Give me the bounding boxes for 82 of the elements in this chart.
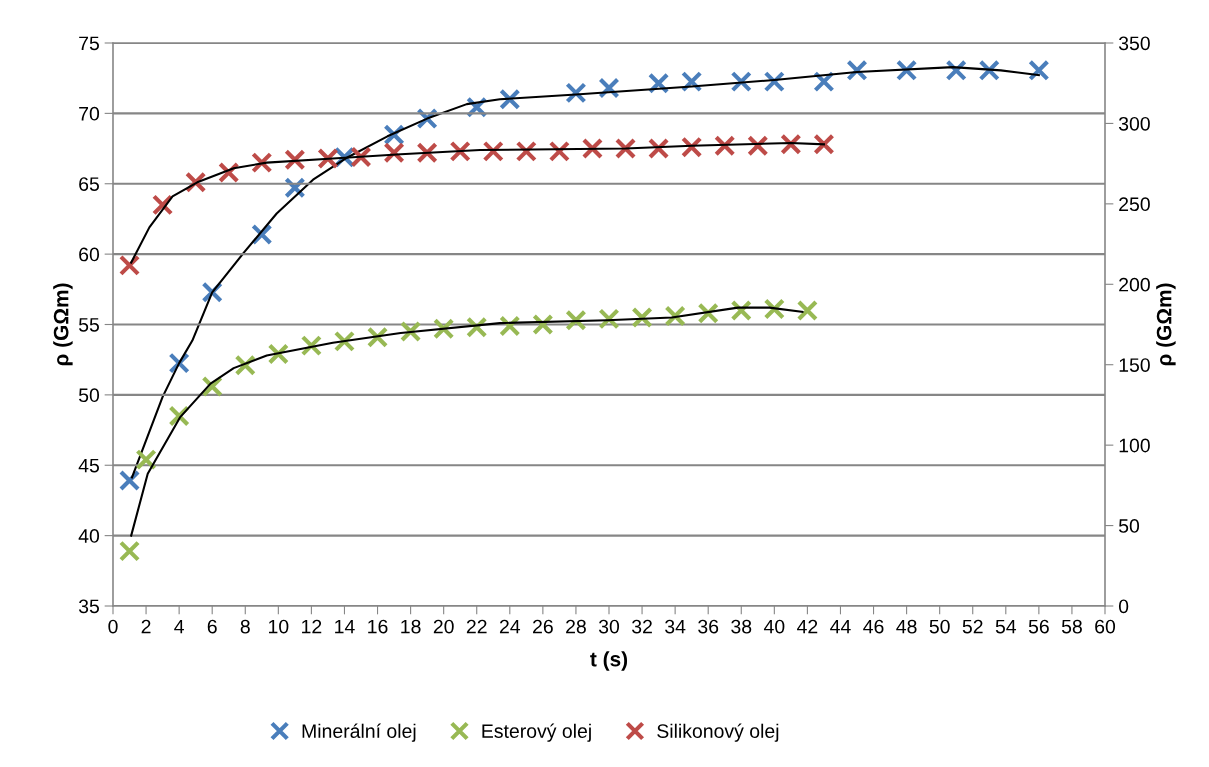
x-tick-label: 60: [1095, 619, 1116, 634]
point: [747, 135, 769, 157]
y2-tick-label: 150: [1119, 358, 1150, 372]
x-tick-label: 26: [533, 619, 553, 634]
y2-tick-label: 350: [1118, 36, 1150, 51]
y-tick-label: 70: [79, 106, 100, 121]
x-tick-label: 52: [962, 619, 983, 634]
x-tick-label: 0: [108, 619, 118, 634]
point: [565, 309, 587, 331]
x-tick-label: 46: [863, 619, 884, 634]
x-tick-label: 34: [665, 619, 686, 634]
line-series: [130, 306, 804, 537]
point: [168, 405, 190, 427]
x-tick-label: 32: [632, 619, 652, 634]
x-tick-label: 24: [499, 619, 521, 634]
y2-tick-label: 100: [1119, 438, 1150, 453]
y-tick-label: 45: [78, 458, 99, 473]
point: [152, 194, 174, 216]
line-series: [130, 66, 1040, 479]
point: [796, 299, 818, 322]
y2-tick-label: 50: [1118, 519, 1140, 533]
point: [317, 147, 339, 170]
x-tick-label: 58: [1061, 619, 1082, 634]
y2-axis-title: ρ (GΩm): [1156, 283, 1176, 366]
point: [499, 315, 521, 337]
point: [681, 71, 703, 93]
legend-label: Silikonový olej: [657, 723, 779, 742]
x-tick-label: 20: [433, 619, 454, 634]
y-tick-label: 75: [79, 36, 99, 51]
point: [581, 137, 604, 160]
x-tick-label: 16: [368, 619, 388, 634]
y2-tick-label: 250: [1119, 197, 1150, 212]
point: [1028, 59, 1050, 81]
point: [333, 330, 356, 352]
x-tick-label: 56: [1028, 619, 1049, 634]
x-axis-title: t (s): [590, 651, 628, 671]
x-tick-label: 14: [335, 619, 355, 634]
x-tick-label: 8: [240, 619, 250, 634]
point: [466, 316, 488, 338]
x-tick-label: 2: [141, 619, 151, 634]
y-tick-label: 35: [78, 599, 99, 614]
y-tick-label: 50: [78, 388, 100, 403]
x-tick-label: 4: [174, 619, 184, 634]
x-tick-label: 18: [401, 619, 421, 634]
point: [466, 96, 488, 118]
x-tick-label: 40: [763, 619, 785, 634]
point: [730, 71, 752, 93]
x-tick-label: 28: [566, 619, 586, 634]
point: [118, 469, 141, 492]
point: [846, 59, 868, 81]
point: [383, 142, 405, 164]
x-tick-label: 50: [929, 619, 950, 634]
point: [400, 320, 422, 343]
x-tick-label: 54: [995, 619, 1017, 634]
y2-tick-label: 300: [1118, 116, 1150, 131]
x-tick-label: 48: [896, 619, 917, 634]
y2-tick-label: 200: [1119, 277, 1150, 292]
point: [416, 108, 438, 130]
x-tick-label: 42: [797, 619, 818, 634]
x-tick-label: 6: [207, 619, 217, 634]
y2-tick-label: 0: [1118, 599, 1129, 614]
x-tick-label: 22: [466, 619, 487, 634]
point: [714, 135, 736, 157]
y-tick-label: 60: [79, 247, 100, 262]
point: [118, 540, 141, 562]
y-tick-label: 40: [78, 529, 100, 543]
x-tick-label: 12: [302, 619, 322, 634]
y-axis-title: ρ (GΩm): [53, 283, 73, 366]
x-tick-label: 44: [830, 619, 851, 634]
y-tick-label: 65: [79, 177, 99, 191]
legend-label: Minerální olej: [302, 723, 416, 742]
y-tick-label: 55: [78, 318, 99, 332]
point: [614, 137, 637, 160]
x-tick-label: 38: [731, 619, 752, 634]
point: [284, 177, 306, 199]
legend-label: Esterový olej: [482, 723, 591, 742]
x-tick-label: 30: [598, 619, 620, 634]
x-tick-label: 10: [269, 619, 289, 634]
point: [135, 449, 157, 471]
x-tick-label: 36: [698, 619, 719, 634]
point: [118, 254, 141, 276]
point: [267, 343, 289, 365]
